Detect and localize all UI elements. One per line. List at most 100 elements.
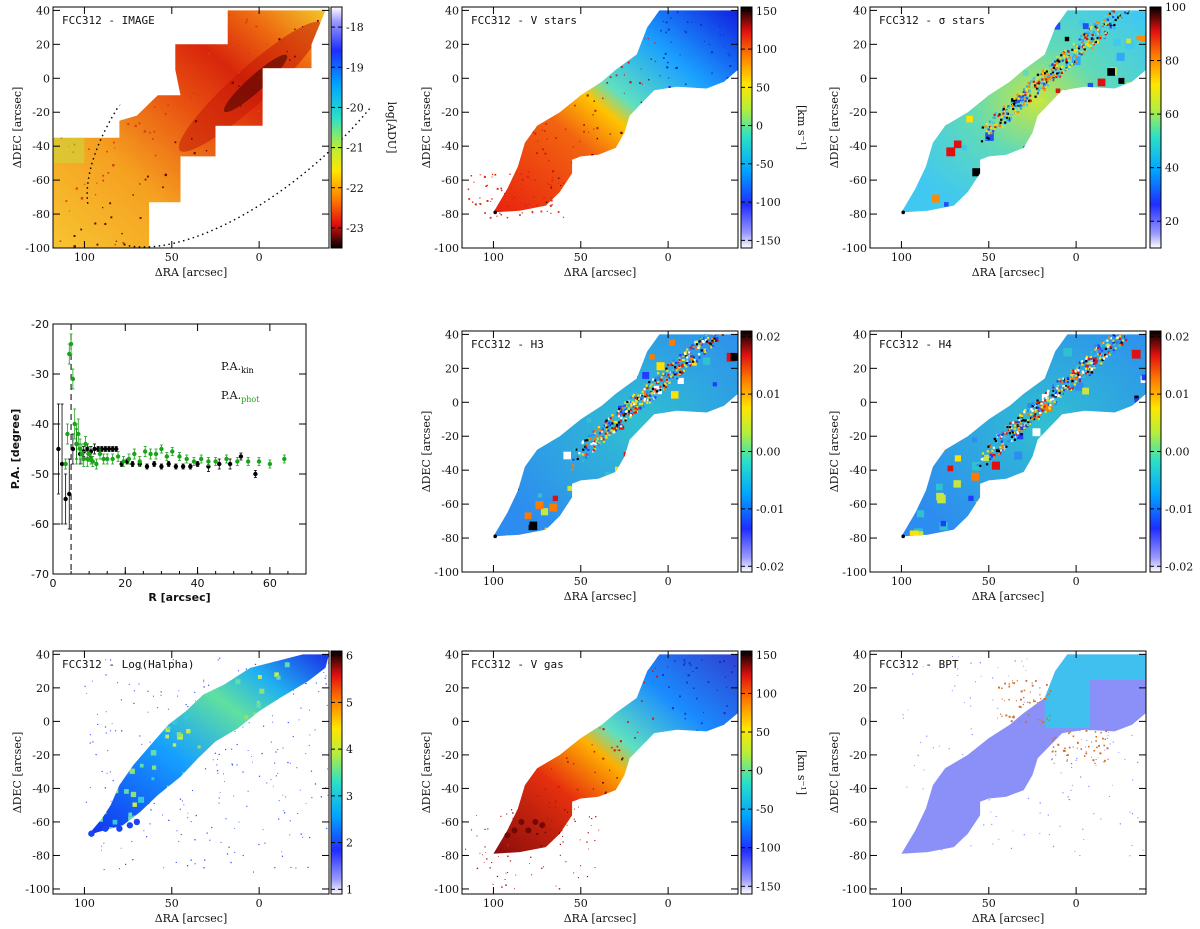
spaxel: [197, 745, 201, 749]
spaxel: [1000, 444, 1004, 447]
spaxel: [551, 768, 553, 770]
spaxel: [1061, 510, 1070, 520]
spaxel: [278, 783, 285, 789]
spaxel: [1133, 0, 1135, 2]
spaxel: [579, 140, 581, 142]
spaxel: [1064, 387, 1067, 391]
spaxel: [995, 440, 998, 444]
spaxel: [1134, 395, 1139, 400]
spaxel: [928, 38, 934, 45]
spaxel: [1052, 740, 1054, 742]
spaxel: [1000, 115, 1003, 118]
spaxel: [241, 43, 243, 45]
spaxel: [692, 815, 695, 817]
spaxel: [84, 685, 86, 687]
spaxel: [988, 799, 990, 801]
spaxel: [1034, 705, 1036, 707]
spaxel: [908, 44, 918, 54]
spaxel: [1018, 97, 1021, 100]
spaxel: [682, 354, 685, 357]
spaxel: [219, 657, 221, 659]
spaxel: [565, 128, 567, 130]
spaxel: [601, 428, 604, 431]
spaxel: [1113, 505, 1121, 513]
spaxel: [683, 663, 685, 666]
spaxel: [299, 765, 304, 770]
data-point: [95, 446, 101, 452]
spaxel: [97, 723, 99, 725]
gas-knot: [504, 832, 511, 839]
spaxel: [293, 689, 294, 691]
spaxel: [679, 784, 682, 787]
spaxel: [1039, 812, 1041, 814]
spaxel: [1039, 411, 1042, 415]
spaxel: [936, 483, 943, 491]
spaxel: [1040, 407, 1043, 410]
spaxel: [703, 757, 706, 760]
spaxel: [631, 399, 634, 402]
spaxel: [710, 51, 713, 54]
spaxel: [1098, 30, 1101, 33]
spaxel: [571, 468, 574, 471]
data-point: [224, 456, 229, 462]
spaxel: [549, 184, 552, 186]
spaxel: [993, 451, 996, 454]
spaxel: [1026, 413, 1029, 416]
spaxel: [1052, 386, 1055, 389]
spaxel: [1019, 104, 1022, 107]
spaxel: [723, 324, 725, 326]
spaxel: [1120, 16, 1124, 20]
spaxel: [719, 661, 721, 664]
spaxel: [1098, 357, 1102, 360]
spaxel: [558, 829, 559, 830]
spaxel: [692, 765, 694, 768]
spaxel: [681, 365, 684, 368]
spaxel: [1034, 410, 1037, 413]
spaxel: [630, 404, 633, 408]
y-tick-label: 20: [445, 682, 459, 695]
spaxel: [670, 41, 672, 43]
spaxel: [174, 141, 177, 144]
data-point: [74, 441, 79, 447]
spaxel: [94, 678, 101, 684]
spaxel: [999, 433, 1002, 436]
spaxel: [627, 61, 630, 64]
spaxel: [1078, 45, 1081, 48]
spaxel: [1088, 437, 1095, 444]
spaxel: [1024, 424, 1027, 427]
spaxel: [1043, 87, 1047, 90]
spaxel: [726, 77, 729, 80]
spaxel: [1029, 421, 1032, 424]
data-point: [245, 459, 251, 464]
spaxel: [550, 368, 557, 375]
spaxel: [576, 92, 578, 94]
spaxel: [471, 201, 474, 203]
spaxel: [1092, 30, 1095, 34]
spaxel: [317, 20, 319, 22]
spaxel: [1015, 433, 1018, 436]
spaxel: [1079, 855, 1081, 857]
spaxel: [1129, 10, 1132, 13]
spaxel: [275, 751, 277, 753]
spaxel: [140, 667, 142, 669]
spaxel: [574, 820, 576, 822]
spaxel: [1033, 76, 1036, 79]
spaxel: [106, 150, 108, 153]
plot-frame: [52, 650, 330, 895]
spaxel: [523, 519, 530, 525]
spaxel: [1086, 365, 1090, 368]
spaxel: [617, 415, 621, 418]
spaxel: [630, 764, 633, 767]
data-point: [72, 421, 77, 427]
spaxel: [96, 806, 101, 810]
spaxel: [316, 114, 320, 117]
spaxel: [1017, 431, 1021, 434]
spaxel: [1012, 421, 1015, 424]
spaxel: [1010, 427, 1013, 430]
spaxel: [988, 442, 991, 445]
spaxel: [471, 829, 473, 831]
spaxel: [1036, 375, 1041, 381]
spaxel: [1052, 387, 1055, 390]
spaxel: [913, 765, 915, 767]
spaxel: [617, 749, 619, 751]
